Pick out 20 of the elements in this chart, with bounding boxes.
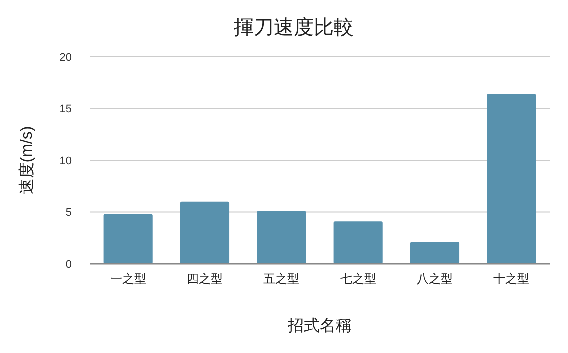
chart-title: 揮刀速度比較 bbox=[234, 17, 354, 39]
x-tick-label: 五之型 bbox=[264, 272, 300, 286]
x-tick-label: 一之型 bbox=[110, 272, 146, 286]
x-axis-title: 招式名稱 bbox=[287, 317, 352, 335]
bar bbox=[410, 242, 460, 264]
bar bbox=[257, 211, 306, 264]
y-tick-label: 10 bbox=[60, 155, 72, 168]
y-tick-label: 0 bbox=[66, 258, 72, 271]
bar bbox=[104, 214, 153, 264]
x-tick-label: 八之型 bbox=[417, 272, 453, 286]
y-tick-label: 5 bbox=[66, 207, 72, 220]
x-tick-label: 十之型 bbox=[494, 272, 530, 286]
bar bbox=[334, 222, 383, 264]
x-tick-label: 七之型 bbox=[340, 272, 376, 286]
y-tick-label: 20 bbox=[60, 52, 72, 64]
y-axis-title: 速度(m/s) bbox=[18, 126, 36, 195]
x-tick-label: 四之型 bbox=[187, 272, 223, 286]
y-tick-label: 15 bbox=[60, 104, 72, 116]
bar bbox=[487, 94, 536, 264]
bar bbox=[180, 202, 230, 264]
